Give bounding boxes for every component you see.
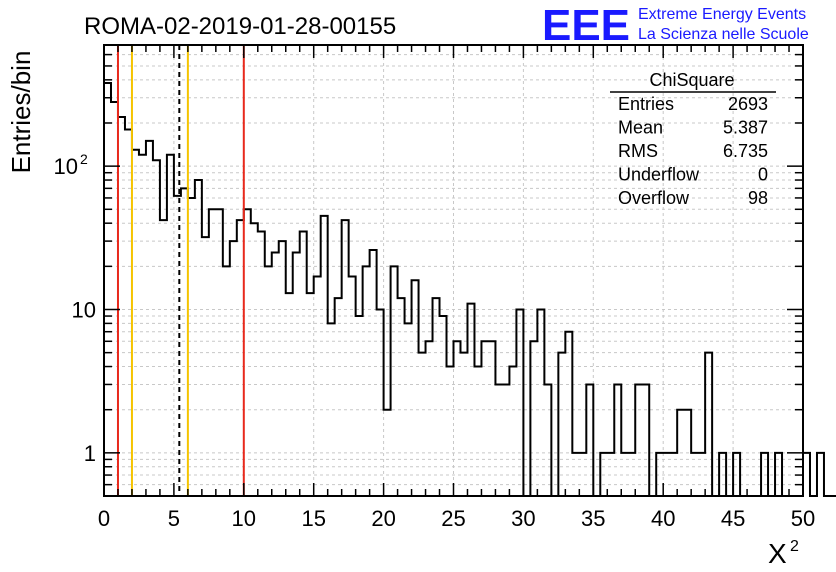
stats-row-label: Underflow <box>618 165 700 185</box>
stats-row-value: 98 <box>748 188 768 208</box>
stats-row-value: 0 <box>758 165 768 185</box>
eee-logo: EEE Extreme Energy Events La Scienza nel… <box>542 1 809 50</box>
stats-row-label: Entries <box>618 94 674 114</box>
chart-title: ROMA-02-2019-01-28-00155 <box>84 13 396 40</box>
x-tick-label: 20 <box>371 506 395 531</box>
stats-row-label: Overflow <box>618 188 690 208</box>
y-tick-label: 10 <box>54 154 78 179</box>
x-tick-label: 10 <box>232 506 256 531</box>
stats-row-value: 2693 <box>728 94 768 114</box>
x-tick-label: 5 <box>168 506 180 531</box>
x-tick-label: 0 <box>98 506 110 531</box>
x-tick-label: 30 <box>511 506 535 531</box>
eee-logo-line2: La Scienza nelle Scuole <box>638 26 809 43</box>
x-tick-label: 45 <box>721 506 745 531</box>
x-tick-label: 35 <box>581 506 605 531</box>
eee-logo-line1: Extreme Energy Events <box>638 6 806 23</box>
x-axis-label-main: X <box>768 538 787 569</box>
y-tick-label: 10 <box>72 297 96 322</box>
grid <box>104 45 803 496</box>
x-tick-label: 40 <box>651 506 675 531</box>
y-tick-label-exponent: 2 <box>80 151 88 167</box>
stats-row-label: RMS <box>618 141 658 161</box>
stats-box: ChiSquare Entries 2693 Mean 5.387 RMS 6.735 Un… <box>610 70 776 208</box>
x-tick-label: 25 <box>441 506 465 531</box>
x-tick-label: 50 <box>791 506 815 531</box>
eee-logo-mark: EEE <box>542 1 630 50</box>
stats-box-title: ChiSquare <box>649 70 734 90</box>
x-axis-label: X 2 <box>768 538 799 569</box>
y-tick-label: 1 <box>84 441 96 466</box>
y-axis-label: Entries/bin <box>6 51 36 174</box>
x-tick-label: 15 <box>301 506 325 531</box>
stats-row-value: 6.735 <box>723 141 768 161</box>
stats-row-value: 5.387 <box>723 118 768 138</box>
stats-row-label: Mean <box>618 118 663 138</box>
x-axis-label-superscript: 2 <box>790 538 799 555</box>
histogram <box>103 82 836 497</box>
